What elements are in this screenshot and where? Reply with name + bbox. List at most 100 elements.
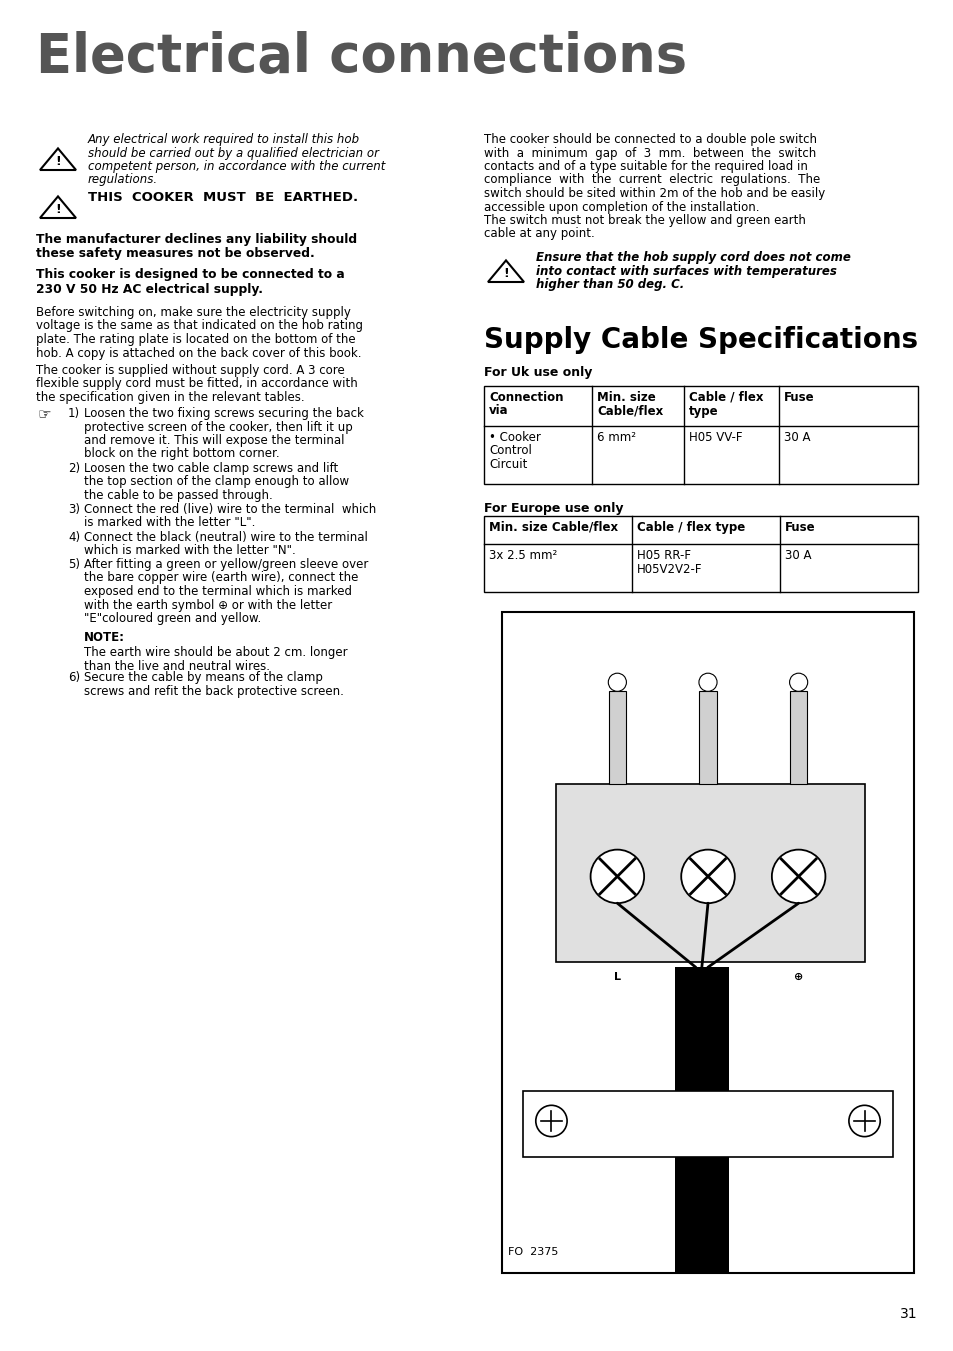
Circle shape <box>789 673 807 692</box>
Text: FO  2375: FO 2375 <box>507 1247 558 1256</box>
Text: The earth wire should be about 2 cm. longer: The earth wire should be about 2 cm. lon… <box>84 646 347 659</box>
Text: • Cooker: • Cooker <box>489 431 540 444</box>
Text: flexible supply cord must be fitted, in accordance with: flexible supply cord must be fitted, in … <box>36 377 357 390</box>
Text: contacts and of a type suitable for the required load in: contacts and of a type suitable for the … <box>483 159 807 173</box>
Text: competent person, in accordance with the current: competent person, in accordance with the… <box>88 159 385 173</box>
Text: Connect the red (live) wire to the terminal  which: Connect the red (live) wire to the termi… <box>84 503 375 516</box>
Bar <box>483 386 917 484</box>
Text: which is marked with the letter "N".: which is marked with the letter "N". <box>84 544 295 558</box>
Circle shape <box>590 850 643 904</box>
Text: is marked with the letter "L".: is marked with the letter "L". <box>84 516 255 530</box>
Text: Loosen the two fixing screws securing the back: Loosen the two fixing screws securing th… <box>84 407 363 420</box>
Text: Secure the cable by means of the clamp: Secure the cable by means of the clamp <box>84 671 322 684</box>
Text: Before switching on, make sure the electricity supply: Before switching on, make sure the elect… <box>36 305 351 319</box>
Text: the top section of the clamp enough to allow: the top section of the clamp enough to a… <box>84 476 349 489</box>
Text: 4): 4) <box>68 531 80 544</box>
Text: switch should be sited within 2m of the hob and be easily: switch should be sited within 2m of the … <box>483 186 824 200</box>
Text: block on the right bottom corner.: block on the right bottom corner. <box>84 447 279 461</box>
Text: Electrical connections: Electrical connections <box>36 31 686 82</box>
Text: The manufacturer declines any liability should: The manufacturer declines any liability … <box>36 232 356 246</box>
Text: plate. The rating plate is located on the bottom of the: plate. The rating plate is located on th… <box>36 332 355 346</box>
Text: type: type <box>688 404 718 417</box>
Text: cable at any point.: cable at any point. <box>483 227 594 240</box>
Text: 6 mm²: 6 mm² <box>597 431 636 444</box>
Text: 30 A: 30 A <box>784 549 811 562</box>
Text: higher than 50 deg. C.: higher than 50 deg. C. <box>536 278 683 290</box>
Text: Cable/flex: Cable/flex <box>597 404 662 417</box>
Text: the cable to be passed through.: the cable to be passed through. <box>84 489 273 503</box>
Text: Min. size Cable/flex: Min. size Cable/flex <box>489 521 618 534</box>
Text: After fitting a green or yellow/green sleeve over: After fitting a green or yellow/green sl… <box>84 558 368 571</box>
Bar <box>501 612 913 1273</box>
Text: Min. size: Min. size <box>597 390 655 404</box>
Text: exposed end to the terminal which is marked: exposed end to the terminal which is mar… <box>84 585 352 598</box>
Text: !: ! <box>55 155 61 169</box>
Text: with  a  minimum  gap  of  3  mm.  between  the  switch: with a minimum gap of 3 mm. between the … <box>483 146 816 159</box>
Text: with the earth symbol ⊕ or with the letter: with the earth symbol ⊕ or with the lett… <box>84 598 332 612</box>
Text: H05 RR-F: H05 RR-F <box>637 549 690 562</box>
Text: Circuit: Circuit <box>489 458 527 471</box>
Text: Any electrical work required to install this hob: Any electrical work required to install … <box>88 132 359 146</box>
Text: H05V2V2-F: H05V2V2-F <box>637 563 701 576</box>
Text: Supply Cable Specifications: Supply Cable Specifications <box>483 326 917 354</box>
Text: compliance  with  the  current  electric  regulations.  The: compliance with the current electric reg… <box>483 173 820 186</box>
Text: than the live and neutral wires.: than the live and neutral wires. <box>84 659 270 673</box>
Text: 30 A: 30 A <box>783 431 810 444</box>
Bar <box>522 1092 892 1158</box>
Circle shape <box>699 673 717 692</box>
Text: into contact with surfaces with temperatures: into contact with surfaces with temperat… <box>536 265 836 277</box>
Circle shape <box>680 850 734 904</box>
Text: protective screen of the cooker, then lift it up: protective screen of the cooker, then li… <box>84 420 353 434</box>
Text: THIS  COOKER  MUST  BE  EARTHED.: THIS COOKER MUST BE EARTHED. <box>88 190 357 204</box>
Circle shape <box>771 850 824 904</box>
Text: 31: 31 <box>900 1306 917 1321</box>
Text: This cooker is designed to be connected to a: This cooker is designed to be connected … <box>36 267 344 281</box>
Text: screws and refit the back protective screen.: screws and refit the back protective scr… <box>84 685 343 697</box>
Text: hob. A copy is attached on the back cover of this book.: hob. A copy is attached on the back cove… <box>36 346 361 359</box>
Text: voltage is the same as that indicated on the hob rating: voltage is the same as that indicated on… <box>36 319 363 332</box>
Bar <box>789 692 806 784</box>
Text: regulations.: regulations. <box>88 173 158 186</box>
Text: 2): 2) <box>68 462 80 476</box>
Text: Fuse: Fuse <box>784 521 815 534</box>
Text: 5): 5) <box>68 558 80 571</box>
Text: Loosen the two cable clamp screws and lift: Loosen the two cable clamp screws and li… <box>84 462 338 476</box>
Text: NOTE:: NOTE: <box>84 631 125 644</box>
Text: "E"coloured green and yellow.: "E"coloured green and yellow. <box>84 612 261 626</box>
Bar <box>699 692 716 784</box>
Text: N: N <box>702 973 712 982</box>
Text: L: L <box>613 973 620 982</box>
Text: 230 V 50 Hz AC electrical supply.: 230 V 50 Hz AC electrical supply. <box>36 282 263 296</box>
Text: should be carried out by a qualified electrician or: should be carried out by a qualified ele… <box>88 146 378 159</box>
Text: 3): 3) <box>68 503 80 516</box>
Text: Control: Control <box>489 444 532 458</box>
Circle shape <box>848 1105 880 1136</box>
Text: H05 VV-F: H05 VV-F <box>688 431 741 444</box>
Bar <box>483 516 917 592</box>
Text: accessible upon completion of the installation.: accessible upon completion of the instal… <box>483 200 759 213</box>
Text: 6): 6) <box>68 671 80 684</box>
Text: ⊕: ⊕ <box>793 973 802 982</box>
Bar <box>608 692 625 784</box>
Text: Connect the black (neutral) wire to the terminal: Connect the black (neutral) wire to the … <box>84 531 368 544</box>
Text: The cooker should be connected to a double pole switch: The cooker should be connected to a doub… <box>483 132 816 146</box>
Text: Cable / flex: Cable / flex <box>688 390 762 404</box>
Text: For Europe use only: For Europe use only <box>483 503 623 515</box>
Text: these safety measures not be observed.: these safety measures not be observed. <box>36 247 314 261</box>
Text: Fuse: Fuse <box>783 390 814 404</box>
Text: Cable / flex type: Cable / flex type <box>637 521 744 534</box>
Text: ☞: ☞ <box>38 407 51 422</box>
Text: Ensure that the hob supply cord does not come: Ensure that the hob supply cord does not… <box>536 251 850 263</box>
Text: Connection: Connection <box>489 390 563 404</box>
Circle shape <box>608 673 626 692</box>
Bar <box>675 967 728 1273</box>
Circle shape <box>536 1105 566 1136</box>
Text: For Uk use only: For Uk use only <box>483 366 592 380</box>
Text: !: ! <box>55 204 61 216</box>
Text: The cooker is supplied without supply cord. A 3 core: The cooker is supplied without supply co… <box>36 363 344 377</box>
Text: The switch must not break the yellow and green earth: The switch must not break the yellow and… <box>483 213 805 227</box>
Text: 1): 1) <box>68 407 80 420</box>
Text: the specification given in the relevant tables.: the specification given in the relevant … <box>36 390 304 404</box>
Text: !: ! <box>502 267 508 281</box>
Text: 3x 2.5 mm²: 3x 2.5 mm² <box>489 549 557 562</box>
